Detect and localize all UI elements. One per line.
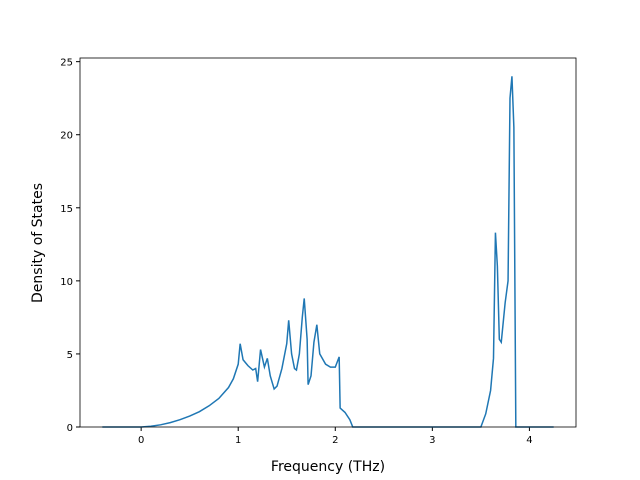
- y-tick-label: 0: [67, 423, 73, 434]
- x-tick-label: 2: [332, 435, 338, 446]
- data-line: [102, 76, 554, 428]
- x-tick-label: 3: [429, 435, 435, 446]
- y-axis-label: Density of States: [30, 183, 46, 303]
- x-axis-label: Frequency (THz): [271, 459, 385, 475]
- x-tick-label: 0: [138, 435, 144, 446]
- y-tick-label: 5: [67, 350, 73, 361]
- y-tick-label: 10: [60, 277, 73, 288]
- x-tick-label: 4: [526, 435, 532, 446]
- x-tick-label: 1: [235, 435, 241, 446]
- y-tick-label: 20: [60, 131, 73, 142]
- y-tick-label: 25: [60, 58, 73, 69]
- plot-frame: [79, 57, 577, 428]
- y-tick-label: 15: [60, 204, 73, 215]
